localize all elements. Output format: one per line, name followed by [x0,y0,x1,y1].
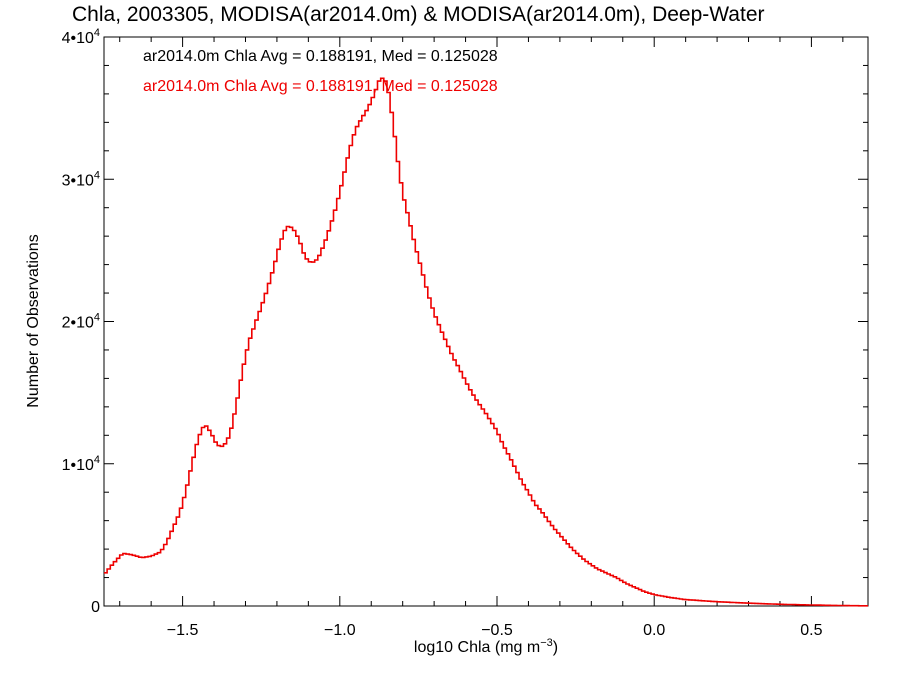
y-tick-label: 4•104 [62,27,100,47]
x-tick-label: −1.5 [167,622,199,639]
y-tick-labels: 0 1•104 2•104 3•104 4•104 [62,27,101,616]
stats-annotation-red: ar2014.0m Chla Avg = 0.188191, Med = 0.1… [143,78,498,95]
x-tick-label: −1.0 [324,622,356,639]
x-axis-label: log10 Chla (mg m−3) [414,637,558,656]
series-line-chla [104,77,868,607]
axis-ticks [104,36,868,607]
y-axis-label: Number of Observations [25,234,42,407]
y-tick-label: 1•104 [62,454,100,474]
y-tick-label: 3•104 [62,169,100,189]
chart-title: Chla, 2003305, MODISA(ar2014.0m) & MODIS… [72,3,765,26]
plot-frame [103,36,869,607]
stats-annotation-black: ar2014.0m Chla Avg = 0.188191, Med = 0.1… [143,48,498,65]
x-tick-label: −0.5 [481,622,513,639]
y-tick-label: 2•104 [62,312,100,332]
x-tick-labels: −1.5 −1.0 −0.5 0.0 0.5 [167,622,823,639]
y-tick-label: 0 [91,599,100,616]
x-tick-label: 0.5 [800,622,822,639]
x-tick-label: 0.0 [643,622,665,639]
